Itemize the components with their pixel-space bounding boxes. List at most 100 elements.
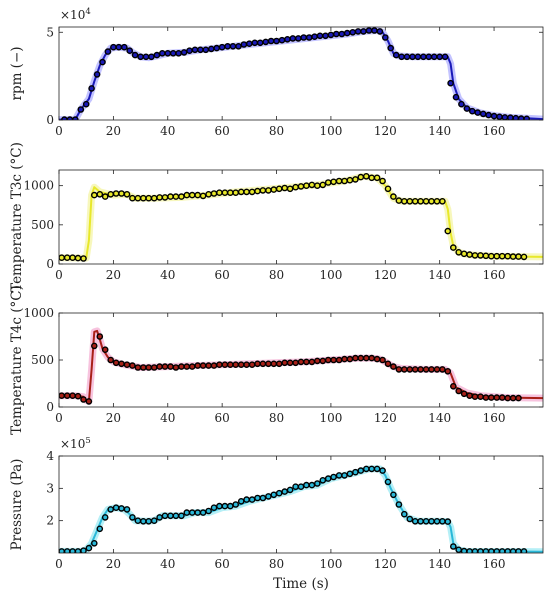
x-tick-label: 160: [483, 411, 506, 425]
data-point: [74, 254, 82, 262]
data-point: [142, 53, 150, 61]
data-point: [82, 100, 90, 108]
data-point: [129, 362, 136, 369]
data-point: [107, 506, 114, 513]
data-point: [504, 394, 512, 402]
data-point: [134, 194, 142, 202]
x-tick-label: 20: [106, 124, 121, 138]
data-point: [156, 363, 163, 370]
data-point: [414, 53, 422, 61]
data-point: [316, 32, 324, 40]
data-point: [150, 364, 158, 371]
data-point: [259, 360, 267, 368]
data-point: [308, 181, 316, 189]
data-point: [145, 194, 152, 202]
axes-frame: [58, 169, 544, 265]
data-point: [167, 363, 174, 370]
data-point: [308, 481, 316, 489]
data-point: [390, 363, 397, 370]
y-axis-label: rpm (−): [9, 46, 25, 100]
y-axis-label: Pressure (Pa): [9, 459, 25, 551]
data-point: [80, 255, 87, 262]
data-point: [259, 494, 267, 502]
plot-area: [59, 172, 543, 262]
x-tick-label: 40: [160, 124, 175, 138]
data-point: [131, 51, 139, 59]
data-point: [332, 30, 340, 38]
data-point: [199, 509, 207, 516]
data-point: [237, 188, 245, 196]
panel-3: 0 20 40 60 80 100 120 140 160 0 500 1000Temperature…: [9, 285, 544, 435]
data-point: [381, 34, 389, 41]
data-point: [126, 47, 133, 55]
data-point: [256, 39, 264, 47]
data-point: [69, 392, 76, 400]
data-point: [297, 183, 305, 190]
data-point: [69, 254, 76, 262]
x-tick-label: 0: [55, 124, 63, 138]
data-point: [379, 177, 386, 185]
data-point: [112, 504, 120, 512]
x-tick-label: 20: [106, 268, 121, 282]
axes-frame: [58, 455, 544, 554]
data-point: [80, 396, 87, 403]
data-point: [477, 393, 484, 401]
x-tick-label: 100: [319, 557, 342, 571]
data-point: [354, 28, 362, 35]
data-point: [232, 361, 239, 369]
data-point: [449, 543, 457, 550]
data-point: [281, 488, 289, 495]
data-point: [139, 518, 147, 525]
data-point: [96, 190, 104, 198]
data-point: [515, 253, 522, 260]
axis-multiplier: ×104: [60, 7, 91, 22]
y-tick-label: 0: [46, 113, 54, 127]
data-point: [362, 172, 370, 180]
data-point: [137, 53, 144, 61]
data-point: [199, 192, 207, 200]
x-tick-label: 0: [55, 411, 63, 425]
data-point: [134, 517, 142, 525]
data-point: [118, 190, 125, 197]
data-point: [275, 185, 283, 193]
x-tick-label: 120: [374, 124, 397, 138]
data-point: [216, 361, 223, 369]
data-point: [91, 191, 98, 199]
data-point: [343, 29, 351, 37]
y-tick-label: 500: [31, 218, 54, 232]
data-point: [240, 41, 248, 48]
data-point: [123, 361, 131, 369]
data-point: [251, 39, 259, 47]
data-point: [360, 28, 367, 35]
data-point: [373, 465, 381, 473]
data-point: [330, 356, 337, 364]
data-point: [245, 40, 253, 48]
data-point: [275, 360, 283, 368]
x-tick-label: 80: [269, 268, 284, 282]
data-point: [270, 360, 278, 368]
data-point: [335, 177, 343, 185]
x-tick-label: 40: [160, 557, 175, 571]
data-point: [178, 512, 185, 520]
data-point: [216, 189, 223, 196]
data-point: [487, 394, 495, 401]
data-point: [477, 252, 484, 259]
uncertainty-band: [59, 27, 543, 120]
data-point: [243, 188, 250, 196]
data-point: [286, 185, 294, 193]
data-point: [400, 366, 408, 373]
data-point: [172, 364, 180, 371]
data-point: [341, 177, 348, 185]
data-point: [471, 393, 479, 401]
data-point: [368, 465, 376, 473]
data-point: [248, 188, 256, 196]
data-point: [107, 190, 114, 198]
data-point: [444, 367, 452, 375]
data-point: [493, 394, 501, 401]
data-point: [221, 361, 229, 369]
data-point: [411, 197, 419, 205]
data-point: [357, 173, 365, 181]
data-point: [107, 356, 114, 364]
x-tick-label: 140: [428, 268, 451, 282]
data-point: [308, 358, 316, 366]
